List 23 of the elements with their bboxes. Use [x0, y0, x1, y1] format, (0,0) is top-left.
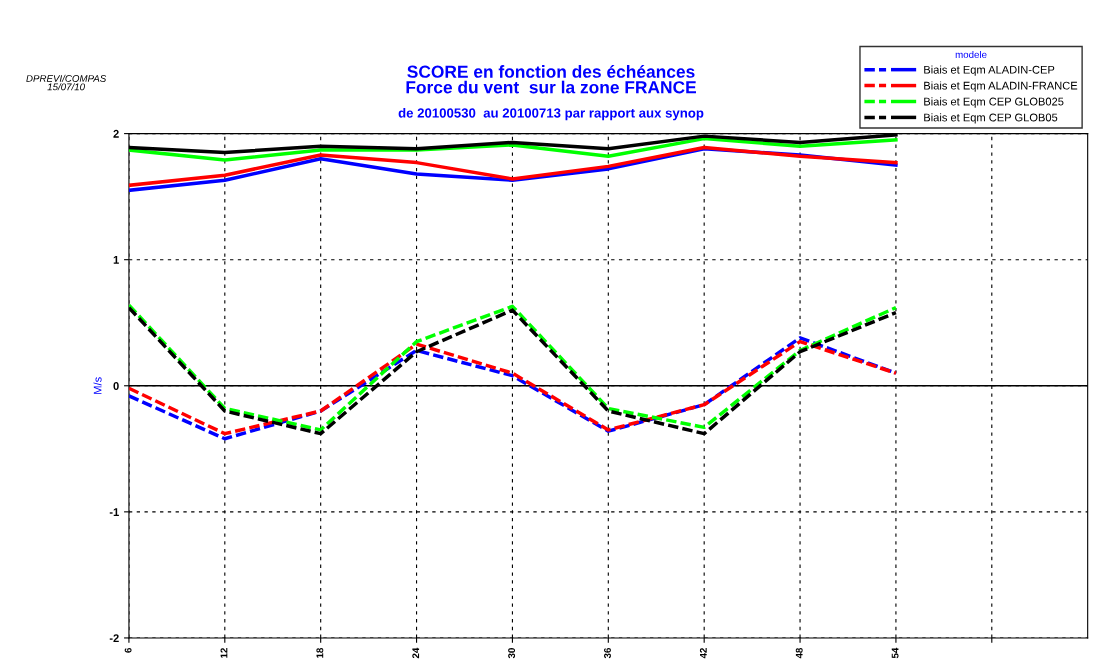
- x-tick-label: 42: [699, 648, 707, 659]
- y-axis-title: M/s: [93, 377, 102, 394]
- legend-title: modele: [955, 50, 987, 59]
- y-tick-label: -1: [109, 508, 119, 516]
- x-tick-label: 12: [220, 648, 228, 658]
- x-tick-label: 54: [891, 647, 899, 659]
- x-tick-label: 30: [508, 648, 516, 659]
- legend-label: Biais et Eqm ALADIN-FRANCE: [924, 81, 1078, 92]
- x-tick-label: 18: [316, 647, 324, 658]
- y-tick-label: 1: [113, 256, 119, 264]
- legend-label: Biais et Eqm CEP GLOB05: [924, 113, 1058, 124]
- chart-subtitle: de 20100530 au 20100713 par rapport aux synop: [398, 107, 704, 121]
- y-tick-label: -2: [109, 634, 119, 642]
- x-tick-label: 36: [604, 648, 611, 659]
- x-tick-label: 48: [795, 647, 803, 659]
- y-tick-label: 2: [113, 129, 119, 138]
- x-tick-label: 6: [124, 648, 132, 653]
- legend-label: Biais et Eqm ALADIN-CEP: [924, 65, 1055, 76]
- chart-title: SCORE en fonction des échéances Force du vent sur la zone FRANCE: [406, 64, 696, 94]
- legend-label: Biais et Eqm CEP GLOB025: [924, 97, 1064, 108]
- y-tick-label: 0: [113, 382, 119, 390]
- text: DPREVI/COMPAS 15/07/10: [26, 74, 107, 91]
- x-tick-label: 24: [412, 647, 420, 659]
